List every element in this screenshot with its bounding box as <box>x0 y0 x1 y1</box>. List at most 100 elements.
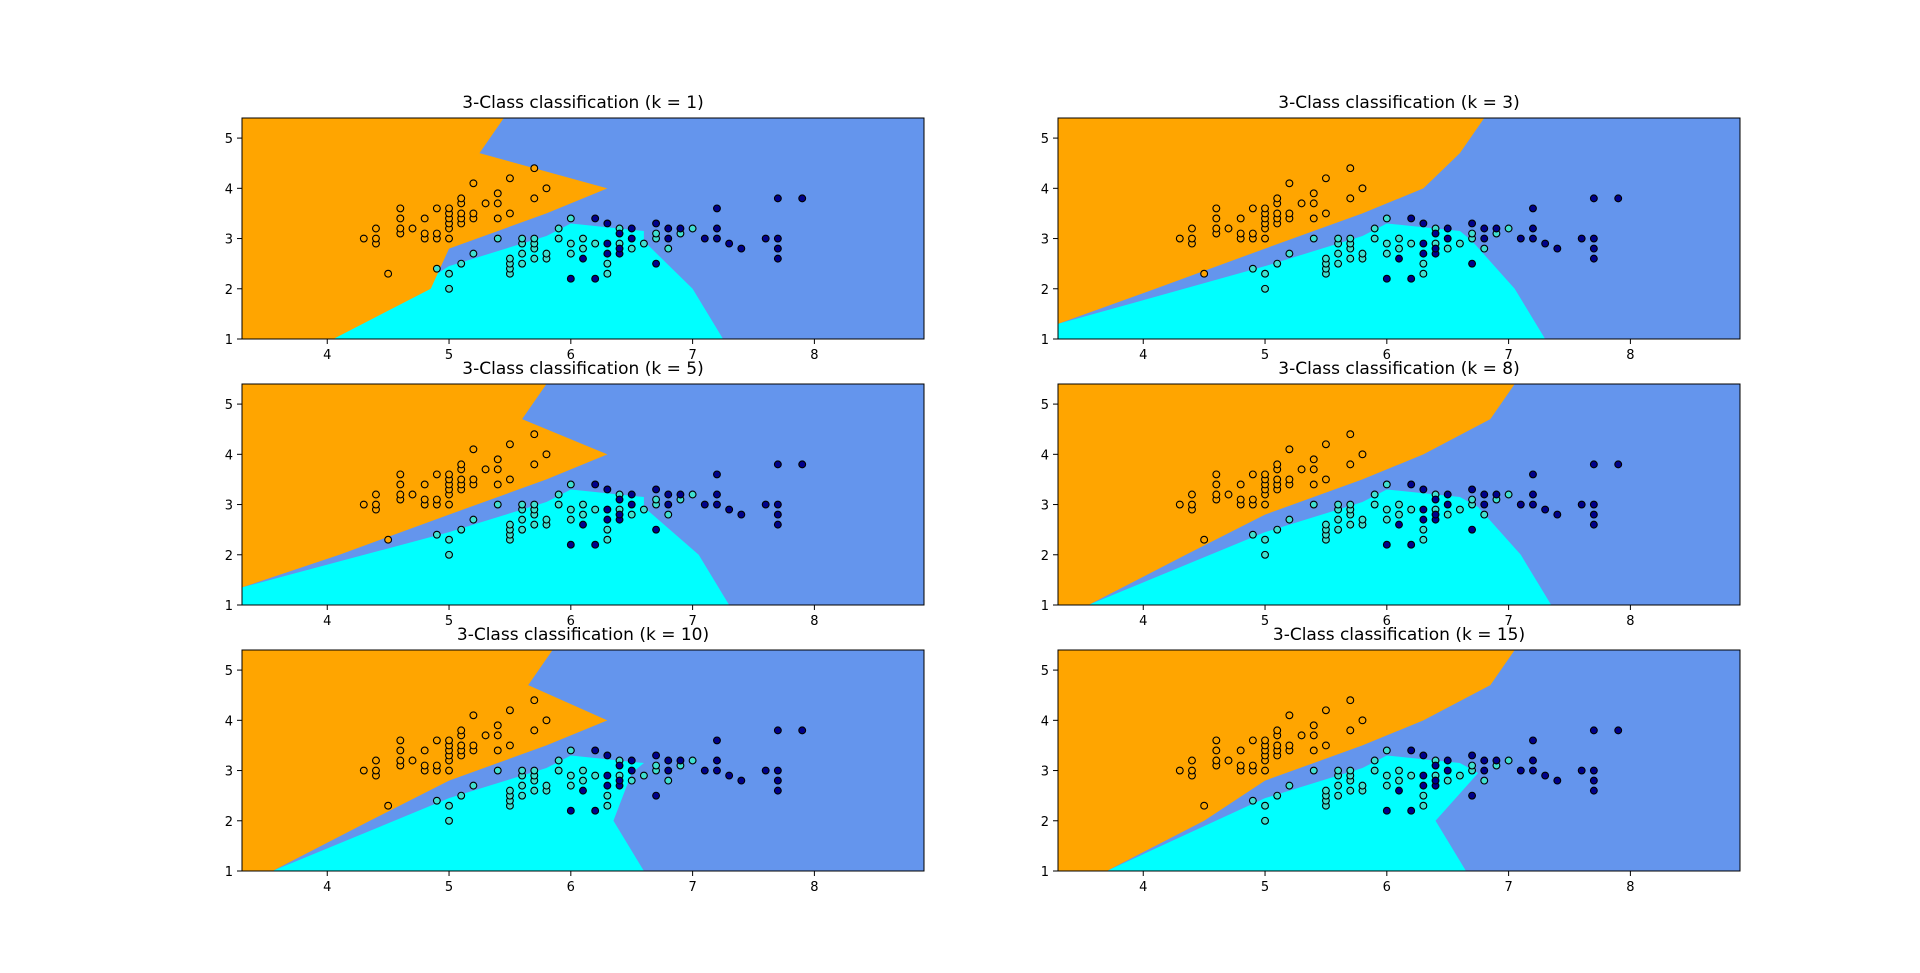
y-tick-label: 4 <box>225 182 233 197</box>
point-class-0 <box>420 214 429 223</box>
point-class-0 <box>1236 746 1245 755</box>
point-class-2 <box>713 470 721 479</box>
x-tick-label: 5 <box>445 614 453 629</box>
point-class-0 <box>1321 440 1330 449</box>
point-class-2 <box>773 510 782 519</box>
point-class-1 <box>1382 746 1391 755</box>
point-class-2 <box>603 219 612 228</box>
point-class-2 <box>1541 239 1550 248</box>
point-class-1 <box>1407 239 1416 248</box>
point-class-0 <box>1236 214 1245 223</box>
point-class-2 <box>1419 781 1428 790</box>
x-tick-label: 8 <box>1626 614 1634 629</box>
point-class-1 <box>566 781 575 790</box>
point-class-2 <box>1553 244 1562 253</box>
point-class-1 <box>566 249 575 258</box>
point-class-2 <box>1529 766 1537 775</box>
point-class-2 <box>737 776 746 785</box>
x-tick-label: 7 <box>1504 880 1512 895</box>
point-class-0 <box>420 761 429 770</box>
point-class-1 <box>445 801 453 810</box>
chart-title: 3-Class classification (k = 15) <box>1273 625 1525 645</box>
point-class-2 <box>773 244 782 253</box>
point-class-1 <box>1370 766 1379 775</box>
point-class-1 <box>566 746 575 755</box>
point-class-1 <box>566 214 575 223</box>
point-class-2 <box>1577 500 1586 509</box>
point-class-2 <box>1529 756 1537 765</box>
point-class-0 <box>1309 214 1318 223</box>
point-class-0 <box>1309 455 1318 464</box>
point-class-1 <box>469 249 478 258</box>
point-class-0 <box>493 199 502 208</box>
point-class-0 <box>530 726 539 735</box>
point-class-2 <box>1443 490 1452 499</box>
point-class-0 <box>384 801 393 810</box>
point-class-2 <box>1468 219 1477 228</box>
decision-regions <box>1058 384 1740 605</box>
point-class-2 <box>676 224 685 233</box>
point-class-1 <box>518 781 527 790</box>
point-class-1 <box>1480 244 1489 253</box>
chart-title: 3-Class classification (k = 5) <box>462 359 703 379</box>
point-class-1 <box>1261 816 1269 825</box>
point-class-2 <box>713 766 721 775</box>
point-class-0 <box>432 761 441 770</box>
point-class-0 <box>396 736 405 745</box>
point-class-1 <box>518 515 527 524</box>
point-class-0 <box>1224 490 1233 499</box>
decision-regions <box>1058 118 1740 339</box>
point-class-2 <box>603 485 612 494</box>
point-class-1 <box>1419 259 1428 268</box>
point-class-0 <box>530 164 539 173</box>
point-class-1 <box>1419 535 1428 544</box>
point-class-0 <box>1297 199 1306 208</box>
region-class-1 <box>242 223 724 339</box>
point-class-2 <box>676 756 685 765</box>
x-tick-label: 4 <box>1139 614 1147 629</box>
point-class-2 <box>761 234 770 243</box>
subplot-6: 4 5 6 7 8 1 2 3 4 5 3-Class classification (k = 15… <box>1041 625 1741 895</box>
point-class-2 <box>713 736 721 745</box>
point-class-1 <box>566 480 575 489</box>
y-tick-label: 4 <box>225 714 233 729</box>
point-class-2 <box>579 786 587 795</box>
point-class-0 <box>1273 741 1282 750</box>
point-class-0 <box>469 711 478 720</box>
point-class-0 <box>469 179 478 188</box>
point-class-0 <box>1212 214 1221 223</box>
point-class-1 <box>652 761 661 770</box>
point-class-1 <box>542 781 551 790</box>
point-class-0 <box>481 199 490 208</box>
point-class-0 <box>1261 470 1269 479</box>
point-class-0 <box>530 194 539 203</box>
point-class-2 <box>773 776 782 785</box>
point-class-0 <box>396 490 405 499</box>
data-points <box>359 164 807 293</box>
region-class-1 <box>1058 489 1552 605</box>
point-class-1 <box>554 490 563 499</box>
point-class-0 <box>432 736 441 745</box>
point-class-1 <box>457 259 466 268</box>
point-class-0 <box>1224 756 1233 765</box>
point-class-2 <box>773 500 782 509</box>
point-class-1 <box>445 816 453 825</box>
point-class-0 <box>1188 490 1196 499</box>
point-class-2 <box>1431 229 1440 238</box>
point-class-0 <box>1212 480 1221 489</box>
point-class-1 <box>1382 249 1391 258</box>
point-class-2 <box>798 726 807 735</box>
point-class-0 <box>396 480 405 489</box>
point-class-1 <box>1346 766 1355 775</box>
point-class-0 <box>1273 475 1282 484</box>
point-class-0 <box>372 500 380 509</box>
point-class-1 <box>627 776 636 785</box>
x-tick-label: 8 <box>810 348 818 363</box>
data-points <box>1175 696 1623 825</box>
region-class-0 <box>242 384 608 605</box>
point-class-0 <box>1346 164 1355 173</box>
point-class-0 <box>1309 199 1318 208</box>
x-tick-label: 6 <box>567 348 575 363</box>
x-tick-label: 6 <box>1383 614 1391 629</box>
point-class-0 <box>530 430 539 439</box>
